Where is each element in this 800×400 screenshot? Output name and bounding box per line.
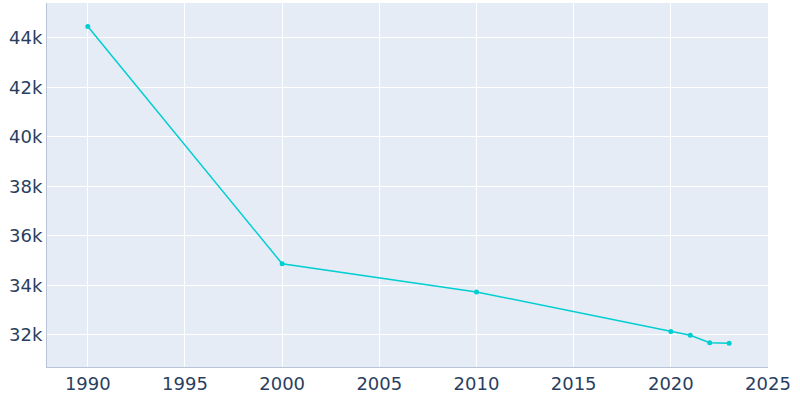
svg-text:38k: 38k (9, 176, 43, 197)
svg-text:1995: 1995 (162, 373, 208, 394)
svg-text:32k: 32k (9, 324, 43, 345)
svg-text:2025: 2025 (745, 373, 791, 394)
svg-text:34k: 34k (9, 275, 43, 296)
svg-text:44k: 44k (9, 27, 43, 48)
svg-text:2015: 2015 (551, 373, 597, 394)
svg-text:40k: 40k (9, 126, 43, 147)
svg-text:2010: 2010 (454, 373, 500, 394)
svg-text:2020: 2020 (648, 373, 694, 394)
svg-text:42k: 42k (9, 76, 43, 97)
svg-text:1990: 1990 (65, 373, 111, 394)
svg-text:36k: 36k (9, 225, 43, 246)
svg-text:2000: 2000 (259, 373, 305, 394)
svg-text:2005: 2005 (356, 373, 402, 394)
